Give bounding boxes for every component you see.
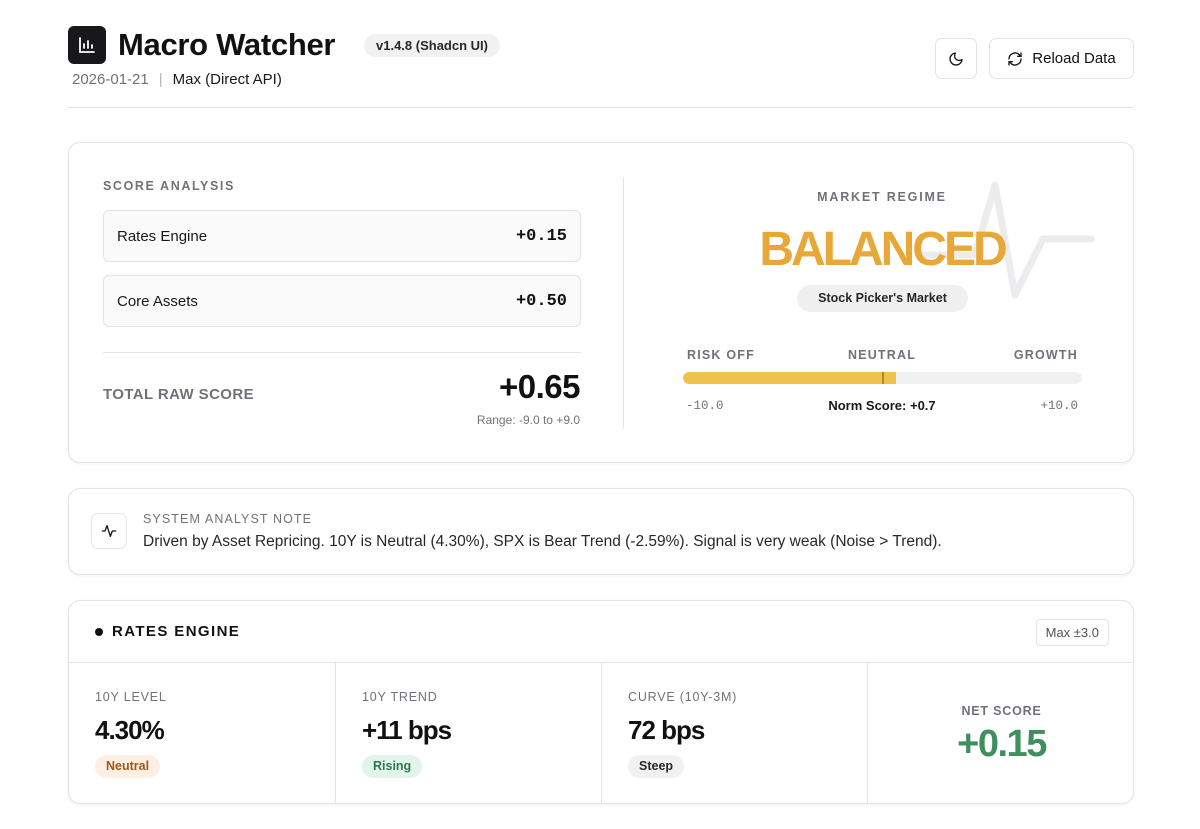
metric-value: 72 bps <box>628 715 705 745</box>
metric-10y-level: 10Y LEVEL 4.30% Neutral <box>69 663 336 803</box>
total-raw-score-value: +0.65 <box>499 368 581 405</box>
net-score-label: NET SCORE <box>961 704 1042 718</box>
status-badge: Neutral <box>95 755 161 778</box>
theme-toggle-button[interactable] <box>935 38 977 79</box>
metric-net-score: NET SCORE +0.15 <box>868 663 1133 803</box>
bullet-dot <box>95 628 103 636</box>
total-raw-score-label: TOTAL RAW SCORE <box>103 386 255 403</box>
score-row-value: +0.50 <box>515 291 567 311</box>
score-row-name: Core Assets <box>117 292 198 310</box>
scale-min-value: -10.0 <box>686 399 724 413</box>
metric-value: +11 bps <box>362 715 452 745</box>
rates-engine-header: RATES ENGINE Max ±3.0 <box>69 601 1133 663</box>
status-badge: Steep <box>628 755 685 778</box>
bar-chart-icon <box>68 26 106 64</box>
metric-label: 10Y LEVEL <box>95 690 167 704</box>
refresh-icon <box>1008 51 1022 66</box>
subline-separator: | <box>158 71 163 88</box>
data-source: Max (Direct API) <box>172 71 282 88</box>
reload-data-label: Reload Data <box>1032 50 1116 67</box>
moon-icon <box>949 51 963 66</box>
market-regime-label: MARKET REGIME <box>817 190 947 204</box>
app-title: Macro Watcher <box>118 27 336 62</box>
scale-label-risk-off: RISK OFF <box>687 348 755 362</box>
score-row-rates-engine: Rates Engine +0.15 <box>103 210 581 262</box>
regime-gauge <box>683 372 1082 384</box>
analyst-note-card: SYSTEM ANALYST NOTE Driven by Asset Repr… <box>68 488 1134 575</box>
pulse-icon <box>915 181 1095 299</box>
gauge-center-marker <box>881 372 884 384</box>
metric-curve: CURVE (10Y-3M) 72 bps Steep <box>602 663 868 803</box>
report-date: 2026-01-21 <box>72 71 149 88</box>
regime-description-badge: Stock Picker's Market <box>797 285 968 312</box>
rates-engine-title: RATES ENGINE <box>112 623 241 640</box>
gauge-fill <box>683 372 897 384</box>
app-header: Macro Watcher v1.4.8 (Shadcn UI) 2026-01… <box>68 26 1134 108</box>
divider <box>623 177 624 429</box>
header-subline: 2026-01-21 | Max (Direct API) <box>72 70 282 90</box>
max-range-badge: Max ±3.0 <box>1035 619 1109 646</box>
score-row-core-assets: Core Assets +0.50 <box>103 275 581 327</box>
activity-icon <box>91 513 127 549</box>
analyst-note-text: Driven by Asset Repricing. 10Y is Neutra… <box>143 533 942 550</box>
metric-label: 10Y TREND <box>362 690 438 704</box>
scale-label-neutral: NEUTRAL <box>847 348 917 362</box>
metric-value: 4.30% <box>95 715 165 745</box>
scale-label-growth: GROWTH <box>1013 348 1078 362</box>
status-badge: Rising <box>362 755 423 778</box>
score-row-name: Rates Engine <box>117 227 208 245</box>
reload-data-button[interactable]: Reload Data <box>989 38 1134 79</box>
scale-max-value: +10.0 <box>1040 399 1078 413</box>
metric-label: CURVE (10Y-3M) <box>628 690 738 704</box>
score-row-value: +0.15 <box>515 226 567 246</box>
divider <box>103 352 581 353</box>
score-analysis-label: SCORE ANALYSIS <box>103 179 235 193</box>
norm-score: Norm Score: +0.7 <box>828 398 936 413</box>
version-badge: v1.4.8 (Shadcn UI) <box>364 34 500 57</box>
analyst-note-label: SYSTEM ANALYST NOTE <box>143 512 313 526</box>
rates-engine-card: RATES ENGINE Max ±3.0 10Y LEVEL 4.30% Ne… <box>68 600 1134 804</box>
score-range: Range: -9.0 to +9.0 <box>476 413 580 427</box>
metric-10y-trend: 10Y TREND +11 bps Rising <box>336 663 602 803</box>
net-score-value: +0.15 <box>957 723 1047 765</box>
market-regime-value: BALANCED <box>759 223 1007 276</box>
